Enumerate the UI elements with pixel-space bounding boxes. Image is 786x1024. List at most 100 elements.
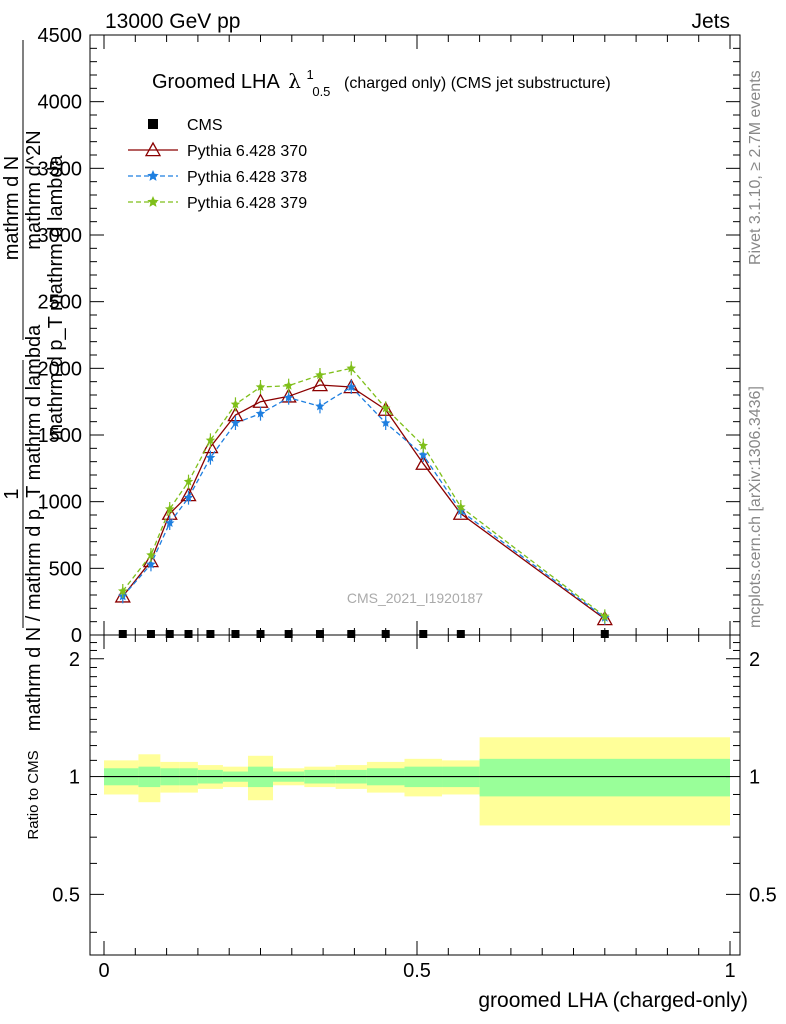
x-axis-label: groomed LHA (charged-only) [478,989,748,1012]
marker-square [256,630,265,638]
y-label-num-a: mathrm d N [1,156,23,260]
series-0 [118,630,609,638]
marker-star [146,559,156,569]
title-lambda: λ [288,69,301,93]
legend-label: Pythia 6.428 378 [187,169,307,186]
marker-triangle [415,455,432,470]
header-left: 13000 GeV pp [105,10,240,33]
header-right: Jets [691,10,730,33]
marker-square [600,630,609,638]
y-tick-label: 4500 [38,25,83,47]
ratio-tick-label-left: 0.5 [52,884,80,906]
marker-star [146,550,156,559]
marker-square [381,630,390,638]
y-tick-label: 4000 [38,92,83,114]
marker-star [315,401,325,411]
marker-star [230,399,241,409]
y-tick-label: 1000 [38,492,83,514]
ratio-tick-label-right: 1 [749,767,760,789]
marker-star [315,370,325,379]
y-tick-label: 3500 [38,158,83,180]
series-1 [114,376,613,626]
marker-square [347,630,356,638]
series-2 [118,380,610,625]
marker-star [255,382,266,391]
legend-label: CMS [187,117,223,134]
main-title: Groomed LHA λ 1 0.5 (charged only) (CMS … [152,62,611,101]
y-label-den-b: mathrm d p_T mathrm d lambda [45,154,67,440]
ratio-frame [89,634,741,956]
legend: CMS Pythia 6.428 370 Pythia 6.428 378 Pythi… [128,117,307,212]
y-tick-label: 3000 [38,225,83,247]
marker-star [255,408,266,418]
x-tick-label: 0.5 [403,960,431,982]
main-axes: 0 500 1000 1500 2000 2500 3000 3500 4000 4500 [38,25,740,647]
ratio-tick-label-right: 2 [749,649,760,671]
marker-star [346,363,356,373]
marker-triangle [311,376,329,392]
y-tick-label: 1500 [38,425,83,447]
marker-star [380,418,391,427]
marker-star [147,196,159,207]
x-tick-label: 1 [724,960,735,982]
marker-star [205,452,216,462]
marker-square [146,630,155,638]
marker-star [283,380,294,390]
rivet-label: Rivet 3.1.10, ≥ 2.7M events [747,70,764,265]
marker-square [231,630,240,638]
main-series [114,361,613,638]
marker-star [346,382,356,391]
marker-star [380,403,391,413]
series-line [122,386,606,619]
marker-triangle [144,141,162,157]
marker-star [600,611,610,621]
y-label-den-a: mathrm d N / mathrm d p_T mathrm d lambd… [23,324,45,731]
legend-entry: Pythia 6.428 378 [128,169,307,186]
title-suffix: (charged only) (CMS jet substructure) [344,75,611,92]
x-tick-label: 0 [98,960,109,982]
ratio-inner-band [479,758,730,797]
marker-square [118,630,127,638]
ratio-axes: 0.5 0.5 1 1 2 2 0 0.5 1 [52,635,777,982]
title-sub: 0.5 [312,84,330,99]
legend-label: Pythia 6.428 370 [187,143,307,160]
y-tick-label: 2000 [38,358,83,380]
watermark: CMS_2021_I1920187 [347,590,483,606]
marker-star [165,504,175,513]
title-sup: 1 [307,67,314,82]
series-line [122,367,606,617]
marker-square [284,630,293,638]
marker-star [418,450,428,459]
legend-entry: Pythia 6.428 379 [128,195,307,212]
ratio-tick-label-left: 2 [69,649,80,671]
legend-entry: Pythia 6.428 370 [128,141,307,160]
marker-star [165,518,175,527]
ratio-bands [104,737,730,826]
y-label-one: 1 [1,488,23,499]
marker-square [419,630,428,638]
marker-star [183,492,194,502]
ratio-y-label: Ratio to CMS [25,750,42,839]
marker-square [165,630,174,638]
y-tick-label: 2500 [38,292,83,314]
marker-star [418,440,428,450]
y-tick-label: 0 [71,625,82,647]
marker-star [205,435,216,445]
marker-square [184,630,193,638]
marker-square [206,630,215,638]
title-prefix: Groomed LHA [152,71,280,93]
marker-star [283,392,294,402]
legend-entry: CMS [148,117,223,134]
marker-star [183,476,194,486]
y-label-num-b: mathrm d^2N [23,130,45,249]
y-tick-label: 500 [49,558,82,580]
ratio-tick-label-left: 1 [69,767,80,789]
marker-square [148,119,158,129]
ratio-tick-label-right: 0.5 [749,884,777,906]
legend-label: Pythia 6.428 379 [187,195,307,212]
marker-star [456,502,466,511]
marker-star [147,170,159,181]
marker-star [230,418,241,427]
marker-star [118,586,128,595]
